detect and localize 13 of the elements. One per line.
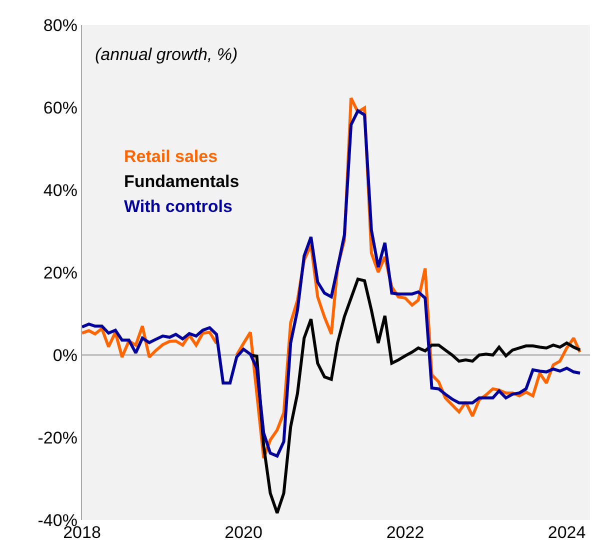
text: With controls	[124, 197, 232, 216]
text: Fundamentals	[124, 172, 240, 191]
y-tick-label: 0%	[52, 346, 78, 365]
y-tick-label: 40%	[43, 180, 78, 200]
text: Retail sales	[124, 147, 218, 166]
x-tick-label: 2020	[224, 523, 262, 542]
x-tick-label: 2022	[386, 523, 424, 542]
x-tick-label: 2024	[548, 523, 586, 542]
y-tick-label: 60%	[43, 98, 78, 118]
annotation: (annual growth, %)	[95, 45, 238, 64]
y-tick-label: -20%	[38, 428, 78, 448]
y-tick-label: 20%	[43, 263, 78, 282]
y-tick-label: 80%	[43, 16, 78, 35]
